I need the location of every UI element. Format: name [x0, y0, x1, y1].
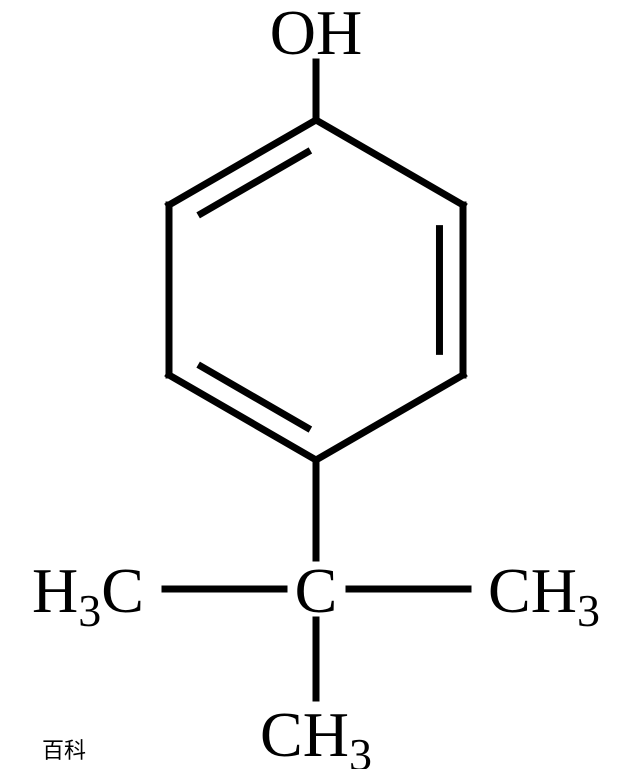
label-ch3-bottom: CH3	[260, 699, 372, 769]
label-ch3-right: CH3	[488, 555, 600, 636]
ring-bond	[316, 120, 463, 205]
ring-double	[201, 366, 307, 427]
ring-bond	[316, 375, 463, 460]
watermark: 百科	[42, 738, 86, 763]
molecule-diagram: OH C H3C CH3 CH3 百科	[0, 0, 633, 769]
label-ch3-left: H3C	[32, 555, 144, 636]
label-oh: OH	[270, 0, 362, 68]
ring-double	[201, 152, 307, 213]
label-c-quat: C	[295, 555, 338, 626]
